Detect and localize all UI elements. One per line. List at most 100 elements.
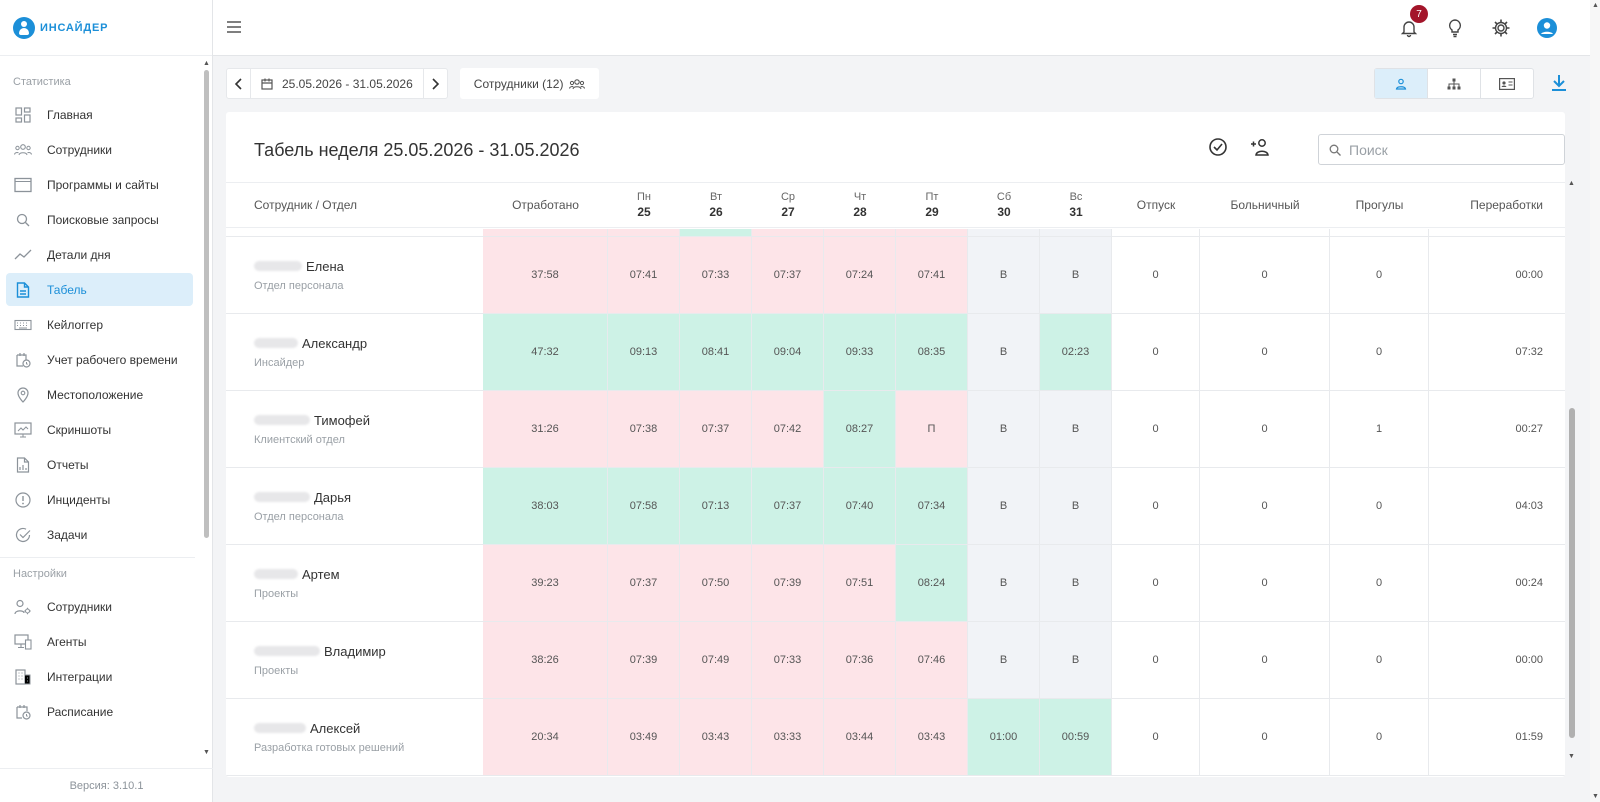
table-scroll-down-icon[interactable]: ▼ bbox=[1568, 753, 1575, 760]
table-row[interactable]: Тимофей Клиентский отдел 31:26 07:38 07:37 07… bbox=[226, 391, 1565, 468]
sidebar-item-stats-10[interactable]: Отчеты bbox=[6, 448, 193, 481]
day-cell[interactable]: 07:24 bbox=[824, 237, 896, 313]
search-input[interactable] bbox=[1349, 141, 1549, 158]
prev-week-chevron-icon[interactable] bbox=[227, 69, 250, 98]
day-cell[interactable]: 07:33 bbox=[680, 237, 752, 313]
day-cell[interactable]: 07:37 bbox=[680, 391, 752, 467]
table-row[interactable]: Александр Инсайдер 47:32 09:13 08:41 09:04 09:… bbox=[226, 314, 1565, 391]
view-by-structure-icon[interactable] bbox=[1428, 69, 1481, 98]
day-cell[interactable]: 01:00 bbox=[968, 699, 1040, 775]
day-cell[interactable]: 03:43 bbox=[896, 699, 968, 775]
table-row[interactable]: Елена Отдел персонала 37:58 07:41 07:33 07:37… bbox=[226, 237, 1565, 314]
sidebar-item-settings-1[interactable]: Агенты bbox=[6, 625, 193, 658]
sidebar-scrollbar[interactable]: ▲ ▼ bbox=[202, 60, 211, 756]
sidebar-item-stats-4[interactable]: Детали дня bbox=[6, 238, 193, 271]
logo[interactable]: ИНСАЙДЕР bbox=[0, 0, 212, 56]
download-icon[interactable] bbox=[1551, 74, 1567, 95]
day-cell[interactable]: 08:24 bbox=[896, 545, 968, 621]
add-employee-icon[interactable] bbox=[1250, 137, 1272, 160]
employee-cell[interactable]: Тимофей Клиентский отдел bbox=[226, 391, 483, 467]
sidebar-item-stats-0[interactable]: Главная bbox=[6, 98, 193, 131]
menu-toggle-icon[interactable] bbox=[225, 18, 243, 36]
day-cell[interactable]: 08:27 bbox=[824, 391, 896, 467]
day-cell[interactable]: 07:39 bbox=[608, 622, 680, 698]
day-cell[interactable]: В bbox=[968, 391, 1040, 467]
sidebar-scroll-thumb[interactable] bbox=[204, 70, 209, 538]
employee-cell[interactable]: Владимир Проекты bbox=[226, 622, 483, 698]
table-row[interactable]: Дарья Отдел персонала 38:03 07:58 07:13 07:37… bbox=[226, 468, 1565, 545]
day-cell[interactable]: В bbox=[968, 622, 1040, 698]
sidebar-item-stats-7[interactable]: Учет рабочего времени bbox=[6, 343, 193, 376]
header-overtime[interactable]: Переработки bbox=[1470, 198, 1543, 212]
next-week-chevron-icon[interactable] bbox=[424, 69, 447, 98]
header-sick[interactable]: Больничный bbox=[1230, 198, 1300, 212]
day-cell[interactable]: 08:35 bbox=[896, 314, 968, 390]
table-scroll-thumb[interactable] bbox=[1569, 408, 1575, 738]
sidebar-item-stats-3[interactable]: Поисковые запросы bbox=[6, 203, 193, 236]
day-cell[interactable]: 03:44 bbox=[824, 699, 896, 775]
page-scroll-down-icon[interactable]: ▼ bbox=[1592, 793, 1599, 800]
day-cell[interactable]: 09:13 bbox=[608, 314, 680, 390]
day-cell[interactable]: 07:38 bbox=[608, 391, 680, 467]
employee-cell[interactable]: Артем Проекты bbox=[226, 545, 483, 621]
header-vacation[interactable]: Отпуск bbox=[1136, 198, 1176, 212]
day-cell[interactable]: 07:46 bbox=[896, 622, 968, 698]
day-cell[interactable]: 07:33 bbox=[752, 622, 824, 698]
day-cell[interactable]: В bbox=[968, 468, 1040, 544]
day-cell[interactable]: 03:33 bbox=[752, 699, 824, 775]
employees-filter-button[interactable]: Сотрудники (12) bbox=[459, 68, 600, 99]
scroll-down-arrow-icon[interactable]: ▼ bbox=[203, 749, 210, 756]
day-cell[interactable]: 08:41 bbox=[680, 314, 752, 390]
table-scroll-up-icon[interactable]: ▲ bbox=[1568, 180, 1575, 187]
view-by-card-icon[interactable] bbox=[1481, 69, 1533, 98]
day-cell[interactable]: 07:36 bbox=[824, 622, 896, 698]
sidebar-item-settings-0[interactable]: Сотрудники bbox=[6, 590, 193, 623]
day-cell[interactable]: 07:50 bbox=[680, 545, 752, 621]
scroll-up-arrow-icon[interactable]: ▲ bbox=[203, 60, 210, 67]
day-cell[interactable]: В bbox=[1040, 237, 1112, 313]
search-field[interactable] bbox=[1318, 134, 1565, 165]
header-worked[interactable]: Отработано bbox=[512, 198, 579, 212]
day-cell[interactable]: 07:13 bbox=[680, 468, 752, 544]
day-cell[interactable]: 07:41 bbox=[896, 237, 968, 313]
day-cell[interactable]: В bbox=[968, 545, 1040, 621]
page-scrollbar[interactable]: ▲ ▼ bbox=[1590, 0, 1600, 802]
day-cell[interactable]: В bbox=[1040, 545, 1112, 621]
table-row[interactable]: Артем Проекты 39:23 07:37 07:50 07:39 07:51 08:… bbox=[226, 545, 1565, 622]
day-cell[interactable]: 07:39 bbox=[752, 545, 824, 621]
day-cell[interactable]: В bbox=[1040, 468, 1112, 544]
employee-cell[interactable]: Александр Инсайдер bbox=[226, 314, 483, 390]
day-cell[interactable]: В bbox=[1040, 622, 1112, 698]
day-cell[interactable]: 07:37 bbox=[752, 468, 824, 544]
employee-cell[interactable]: Алексей Разработка готовых решений bbox=[226, 699, 483, 775]
day-cell[interactable]: 03:43 bbox=[680, 699, 752, 775]
day-cell[interactable]: П bbox=[896, 391, 968, 467]
user-account-icon[interactable] bbox=[1534, 15, 1560, 41]
page-scroll-up-icon[interactable]: ▲ bbox=[1592, 2, 1599, 9]
day-cell[interactable]: 07:37 bbox=[608, 545, 680, 621]
day-cell[interactable]: 07:41 bbox=[608, 237, 680, 313]
day-cell[interactable]: 07:51 bbox=[824, 545, 896, 621]
employee-cell[interactable]: Елена Отдел персонала bbox=[226, 237, 483, 313]
day-cell[interactable]: В bbox=[968, 314, 1040, 390]
day-cell[interactable]: 00:59 bbox=[1040, 699, 1112, 775]
day-cell[interactable]: 07:42 bbox=[752, 391, 824, 467]
header-absences[interactable]: Прогулы bbox=[1355, 198, 1404, 212]
sidebar-item-stats-9[interactable]: Скриншоты bbox=[6, 413, 193, 446]
gear-icon[interactable] bbox=[1488, 15, 1514, 41]
employee-cell[interactable]: Дарья Отдел персонала bbox=[226, 468, 483, 544]
day-cell[interactable]: 02:23 bbox=[1040, 314, 1112, 390]
day-cell[interactable]: 09:04 bbox=[752, 314, 824, 390]
day-cell[interactable]: 09:33 bbox=[824, 314, 896, 390]
day-cell[interactable]: 03:49 bbox=[608, 699, 680, 775]
day-cell[interactable]: 07:58 bbox=[608, 468, 680, 544]
day-cell[interactable]: В bbox=[968, 237, 1040, 313]
sidebar-item-settings-2[interactable]: Интеграции bbox=[6, 660, 193, 693]
sidebar-item-stats-11[interactable]: Инциденты bbox=[6, 483, 193, 516]
day-cell[interactable]: 07:34 bbox=[896, 468, 968, 544]
day-cell[interactable]: 07:37 bbox=[752, 237, 824, 313]
sidebar-item-stats-6[interactable]: Кейлоггер bbox=[6, 308, 193, 341]
sidebar-item-stats-1[interactable]: Сотрудники bbox=[6, 133, 193, 166]
approve-check-icon[interactable] bbox=[1208, 137, 1228, 160]
header-employee[interactable]: Сотрудник / Отдел bbox=[254, 198, 358, 212]
